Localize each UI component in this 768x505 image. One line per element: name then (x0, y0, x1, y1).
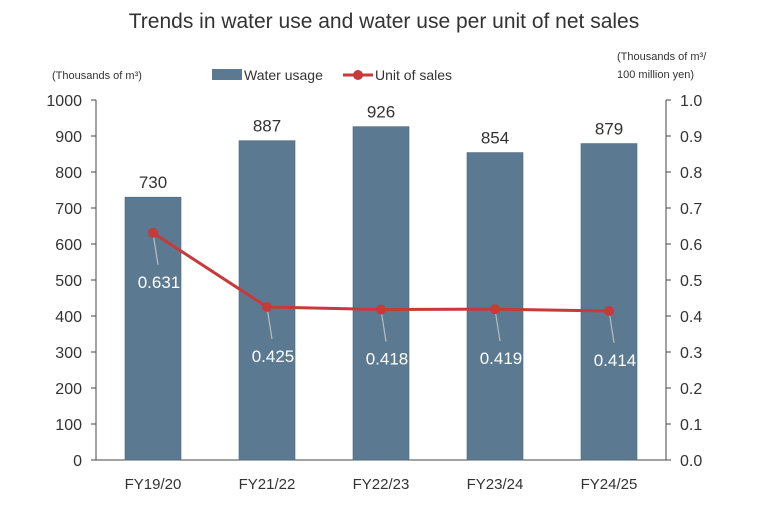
left-tick-label: 1000 (46, 93, 82, 110)
x-tick-label: FY22/23 (353, 476, 410, 493)
line-marker (376, 304, 386, 315)
x-tick-label: FY21/22 (239, 476, 296, 493)
legend-marker-unit-of-sales (353, 70, 363, 80)
x-tick-label: FY24/25 (581, 476, 638, 493)
left-tick-label: 800 (55, 165, 82, 182)
legend-label-water-usage: Water usage (244, 67, 323, 83)
left-axis-label: (Thousands of m³) (52, 70, 142, 82)
bar-data-label: 879 (595, 120, 623, 139)
bar-water-usage (238, 140, 296, 461)
right-tick-label: 0.2 (680, 381, 702, 398)
right-tick-label: 0.4 (680, 309, 702, 326)
line-marker (148, 227, 158, 238)
left-tick-label: 200 (55, 381, 82, 398)
data-label-leader (380, 309, 387, 342)
right-tick-label: 0.3 (680, 345, 702, 362)
chart-title: Trends in water use and water use per un… (129, 10, 640, 33)
bar-water-usage (352, 126, 410, 461)
right-tick-label: 0.6 (680, 237, 702, 254)
line-data-label: 0.418 (366, 350, 409, 369)
right-tick-label: 0.1 (680, 417, 702, 434)
data-label-leader (608, 310, 615, 344)
right-tick-label: 1.0 (680, 93, 702, 110)
left-tick-label: 100 (55, 417, 82, 434)
bar-data-label: 926 (367, 103, 395, 122)
right-tick-label: 0.8 (680, 165, 702, 182)
right-tick-label: 0.0 (680, 453, 702, 470)
line-marker (604, 305, 614, 316)
line-data-label: 0.425 (252, 347, 295, 366)
bar-data-label: 854 (481, 129, 509, 148)
right-axis-label-line1: (Thousands of m³/ (617, 51, 707, 63)
left-tick-label: 700 (55, 201, 82, 218)
line-marker (490, 304, 500, 315)
x-tick-label: FY23/24 (467, 476, 524, 493)
bar-data-label: 730 (139, 173, 167, 192)
left-tick-label: 0 (73, 453, 82, 470)
bar-data-label: 887 (253, 117, 281, 136)
left-tick-label: 900 (55, 129, 82, 146)
line-data-label: 0.414 (594, 351, 637, 370)
left-tick-label: 600 (55, 237, 82, 254)
legend-label-unit-of-sales: Unit of sales (375, 67, 452, 83)
right-tick-label: 0.7 (680, 201, 702, 218)
line-marker (262, 302, 272, 312)
right-axis-label-line2: 100 million yen) (617, 69, 694, 81)
line-data-label: 0.631 (138, 273, 181, 292)
bar-water-usage (580, 143, 638, 461)
data-label-leader (152, 232, 159, 265)
legend-swatch-water-usage (212, 69, 242, 80)
left-tick-label: 400 (55, 309, 82, 326)
left-tick-label: 300 (55, 345, 82, 362)
line-data-label: 0.419 (480, 349, 523, 368)
left-tick-label: 500 (55, 273, 82, 290)
x-tick-label: FY19/20 (125, 476, 182, 493)
legend: Water usage Unit of sales (212, 67, 452, 83)
right-tick-label: 0.5 (680, 273, 702, 290)
right-tick-label: 0.9 (680, 129, 702, 146)
data-label-leader (266, 306, 273, 340)
bar-water-usage (124, 196, 182, 461)
data-label-leader (494, 309, 501, 342)
